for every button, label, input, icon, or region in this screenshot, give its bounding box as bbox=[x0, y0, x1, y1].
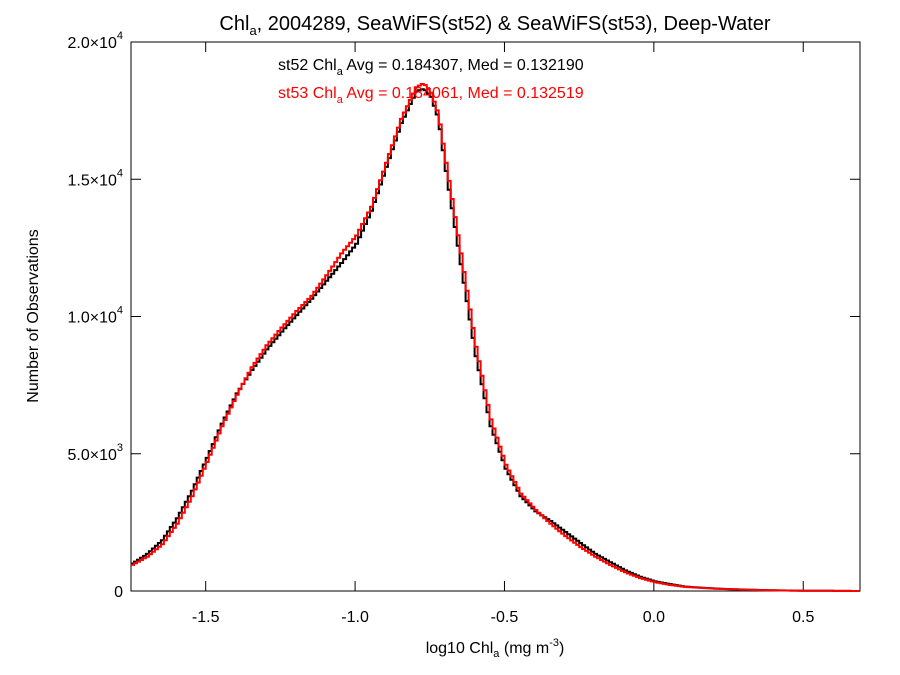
x-axis-label-middle: (mg m bbox=[499, 640, 549, 657]
annotation-st52-prefix: st52 Chl bbox=[278, 57, 337, 74]
x-axis: -1.5 -1.0 -0.5 0.0 0.5 bbox=[192, 42, 814, 626]
y-tick-label-mantissa: 0 bbox=[114, 584, 123, 601]
chart-title-subscript: a bbox=[249, 23, 257, 38]
annotation-st52-suffix: Avg = 0.184307, Med = 0.132190 bbox=[343, 57, 584, 74]
y-tick-label-exponent: 4 bbox=[117, 305, 123, 317]
y-tick-label: 1.0×104 bbox=[67, 305, 123, 327]
chart-title-prefix: Chl bbox=[219, 13, 249, 35]
annotation-st53-prefix: st53 Chl bbox=[278, 85, 337, 102]
x-axis-label-subscript: a bbox=[493, 648, 500, 660]
y-tick-label-exponent: 3 bbox=[117, 442, 123, 454]
y-tick-label: 1.5×104 bbox=[67, 167, 123, 189]
y-tick-label-exponent: 4 bbox=[117, 30, 123, 42]
annotation-st52-subscript: a bbox=[337, 66, 344, 78]
plot-area bbox=[130, 41, 861, 592]
y-tick-label: 2.0×104 bbox=[67, 30, 123, 52]
annotation-st53-subscript: a bbox=[337, 94, 344, 106]
x-axis-label-superscript: -3 bbox=[549, 637, 559, 649]
y-tick-label-mantissa: 1.0×10 bbox=[67, 310, 116, 327]
y-tick-label: 5.0×103 bbox=[67, 442, 123, 464]
y-tick-label: 0 bbox=[114, 584, 123, 601]
y-axis-label: Number of Observations bbox=[25, 229, 42, 402]
chart-title-suffix: , 2004289, SeaWiFS(st52) & SeaWiFS(st53)… bbox=[257, 13, 771, 35]
y-tick-label-mantissa: 2.0×10 bbox=[67, 35, 116, 52]
x-axis-label-prefix: log10 Chl bbox=[426, 640, 494, 657]
x-axis-label: log10 Chla (mg m-3) bbox=[426, 637, 565, 660]
y-tick-label-mantissa: 5.0×10 bbox=[67, 447, 116, 464]
annotation-st52: st52 Chla Avg = 0.184307, Med = 0.132190 bbox=[278, 57, 584, 78]
x-tick-label: -1.5 bbox=[192, 609, 220, 626]
x-tick-label: -0.5 bbox=[491, 609, 519, 626]
chart-title: Chla, 2004289, SeaWiFS(st52) & SeaWiFS(s… bbox=[219, 13, 770, 38]
x-tick-label: 0.0 bbox=[643, 609, 665, 626]
annotation-st53-suffix: Avg = 0.184061, Med = 0.132519 bbox=[343, 85, 584, 102]
y-tick-label-exponent: 4 bbox=[117, 167, 123, 179]
x-tick-label: -1.0 bbox=[341, 609, 369, 626]
x-axis-label-suffix: ) bbox=[559, 640, 564, 657]
series-layer bbox=[131, 83, 860, 592]
annotation-st53: st53 Chla Avg = 0.184061, Med = 0.132519 bbox=[278, 85, 584, 106]
x-tick-label: 0.5 bbox=[792, 609, 814, 626]
y-tick-label-mantissa: 1.5×10 bbox=[67, 172, 116, 189]
series-line-st53 bbox=[131, 83, 860, 592]
